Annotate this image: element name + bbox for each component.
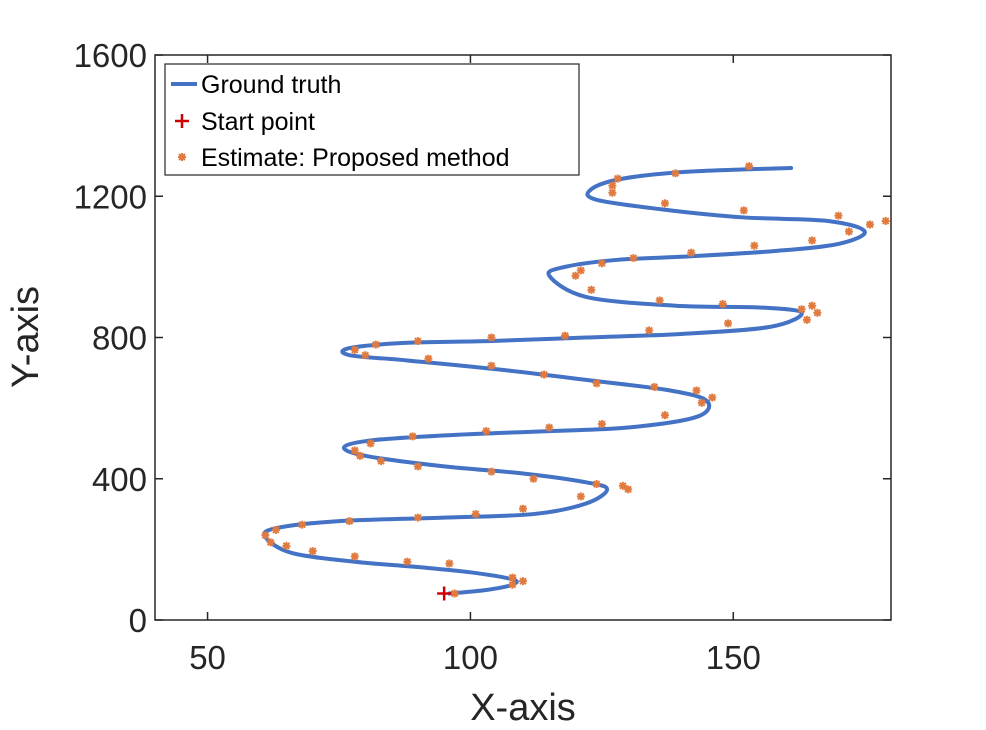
y-tick-label: 400 [92, 461, 147, 498]
estimate-point [708, 393, 717, 402]
estimate-point [561, 331, 570, 340]
estimate-point [587, 285, 596, 294]
estimate-point [298, 520, 307, 529]
estimate-point [797, 305, 806, 314]
y-tick-label: 0 [129, 602, 147, 639]
estimate-point [540, 370, 549, 379]
estimate-point [282, 541, 291, 550]
ticks: 50 100 150 0 400 800 1200 1600 [74, 37, 891, 676]
legend: Ground truth Start point Estimate: Propo… [164, 63, 580, 176]
estimate-point [608, 181, 617, 190]
estimate-point [350, 345, 359, 354]
estimate-point [718, 299, 727, 308]
x-axis-label: X-axis [470, 687, 576, 729]
estimate-point [865, 220, 874, 229]
estimate-point [618, 481, 627, 490]
estimate-point [450, 589, 459, 598]
estimate-point [571, 271, 580, 280]
estimate-point [271, 525, 280, 534]
estimate-point [377, 457, 386, 466]
estimate-point [671, 169, 680, 178]
estimate-point [629, 254, 638, 263]
estimate-point [356, 451, 365, 460]
estimate-point [655, 296, 664, 305]
x-tick-label: 100 [443, 639, 498, 676]
estimate-point [519, 577, 527, 586]
estimate-point [592, 480, 601, 489]
estimate-point [592, 379, 601, 388]
estimate-point [508, 573, 517, 582]
ground-truth-line [262, 166, 867, 596]
estimate-point [745, 162, 754, 171]
estimate-point [361, 351, 370, 360]
estimate-point [413, 513, 422, 522]
start-point-layer [437, 586, 452, 601]
estimate-point [308, 547, 317, 556]
estimate-point [808, 301, 817, 310]
estimate-point [576, 266, 585, 275]
estimate-point [660, 411, 669, 420]
ground-truth-layer [262, 166, 867, 596]
legend-start-point-label: Start point [201, 108, 315, 136]
estimate-point [660, 199, 669, 208]
estimate-point [813, 308, 822, 317]
estimate-point [413, 462, 422, 471]
estimate-point [597, 259, 606, 268]
estimate-point [650, 382, 659, 391]
estimate-point [545, 423, 554, 432]
axes-box [154, 54, 892, 621]
legend-start-point-marker [175, 114, 189, 128]
estimate-point [597, 420, 606, 429]
estimate-point [487, 467, 496, 476]
estimate-point [445, 559, 454, 568]
estimate-point [366, 439, 375, 448]
estimate-point [403, 557, 412, 566]
estimate-point [371, 340, 380, 349]
estimate-point [692, 386, 701, 395]
estimate-point [881, 216, 890, 225]
estimate-point [739, 206, 748, 215]
estimate-point [413, 337, 422, 346]
estimate-point [613, 174, 622, 183]
y-tick-label: 1200 [74, 178, 147, 215]
estimate-point [408, 432, 417, 441]
estimate-point [471, 510, 480, 519]
estimate-point [844, 227, 853, 236]
estimate-point [261, 531, 270, 540]
estimate-point [487, 361, 496, 370]
estimate-point [750, 241, 759, 250]
estimate-point [608, 188, 617, 197]
estimate-point [687, 248, 696, 257]
estimate-point [508, 580, 517, 589]
estimate-point [624, 485, 633, 494]
legend-box [164, 63, 580, 176]
estimate-point [576, 492, 585, 501]
legend-estimate-label: Estimate: Proposed method [201, 144, 510, 172]
legend-ground-truth-label: Ground truth [201, 71, 341, 99]
estimate-point [808, 236, 817, 245]
x-tick-label: 150 [706, 639, 761, 676]
estimate-point [345, 517, 354, 526]
x-tick-label: 50 [189, 639, 226, 676]
legend-estimate-marker [178, 153, 186, 161]
estimate-layer [261, 162, 890, 598]
estimate-point [424, 354, 433, 363]
estimate-point [487, 333, 496, 342]
estimate-point [519, 504, 527, 513]
estimate-point [724, 319, 733, 328]
estimate-point [697, 398, 706, 407]
estimate-point [834, 211, 843, 220]
estimate-point [645, 326, 654, 335]
estimate-point [529, 474, 538, 483]
estimate-point [266, 538, 275, 547]
start-point-marker [437, 586, 452, 601]
estimate-point [802, 315, 811, 324]
y-tick-label: 800 [92, 320, 147, 357]
estimate-point [350, 446, 359, 455]
y-axis-label: Y-axis [5, 286, 47, 388]
estimate-point [482, 427, 491, 436]
y-tick-label: 1600 [74, 37, 147, 74]
estimate-point [350, 552, 359, 561]
